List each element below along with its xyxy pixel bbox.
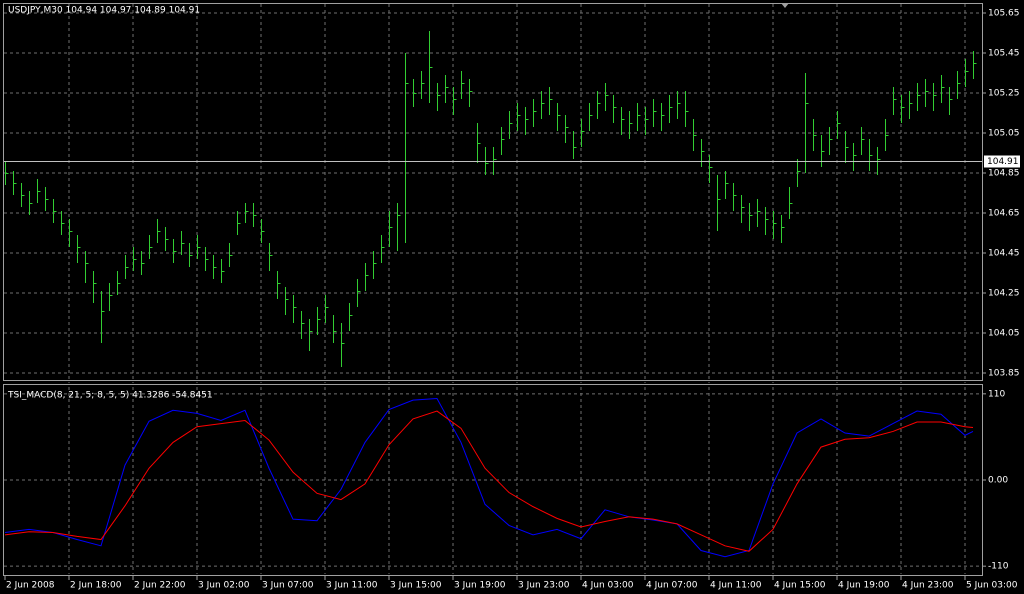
x-tick-label: 3 Jun 11:00: [326, 581, 378, 591]
x-tick-label: 4 Jun 03:00: [582, 581, 634, 591]
y-tick-label: 103.85: [988, 369, 1020, 379]
x-tick-label: 4 Jun 15:00: [774, 581, 826, 591]
y-tick-label: 105.05: [988, 129, 1020, 139]
y-tick-label: 104.65: [988, 209, 1020, 219]
x-tick-label: 3 Jun 23:00: [518, 581, 570, 591]
x-tick-label: 4 Jun 23:00: [902, 581, 954, 591]
x-tick-label: 5 Jun 03:00: [966, 581, 1018, 591]
indicator-title: TSI_MACD(8, 21, 5; 8, 5, 5) 41.3286 -54.…: [7, 391, 213, 401]
y-tick-label: 0.00: [988, 476, 1008, 486]
indicator-line: [4, 398, 974, 558]
x-tick-label: 2 Jun 18:00: [70, 581, 122, 591]
x-tick-label: 3 Jun 15:00: [390, 581, 442, 591]
x-tick-label: 3 Jun 02:00: [198, 581, 250, 591]
x-tick-label: 4 Jun 07:00: [646, 581, 698, 591]
current-price-label: 104.91: [987, 157, 1019, 167]
x-tick-label: 3 Jun 07:00: [262, 581, 314, 591]
y-tick-label: 105.65: [988, 9, 1020, 19]
y-tick-label: 104.05: [988, 329, 1020, 339]
x-tick-label: 4 Jun 19:00: [838, 581, 890, 591]
current-price-box: [984, 155, 1020, 168]
x-tick-label: 3 Jun 19:00: [454, 581, 506, 591]
y-tick-label: 104.45: [988, 249, 1020, 259]
y-tick-label: 104.25: [988, 289, 1020, 299]
price-panel: [3, 3, 983, 381]
chart-title: USDJPY,M30 104.94 104.97 104.89 104.91: [8, 6, 200, 16]
y-tick-label: -110: [988, 562, 1009, 572]
x-tick-label: 2 Jun 22:00: [134, 581, 186, 591]
y-tick-label: 110: [988, 389, 1005, 399]
x-tick-label: 4 Jun 11:00: [710, 581, 762, 591]
y-tick-label: 105.25: [988, 89, 1020, 99]
y-tick-label: 104.85: [988, 169, 1020, 179]
x-tick-label: 2 Jun 2008: [6, 581, 55, 591]
shift-marker: [781, 3, 789, 8]
indicator-line: [4, 410, 974, 552]
y-tick-label: 105.45: [988, 49, 1020, 59]
